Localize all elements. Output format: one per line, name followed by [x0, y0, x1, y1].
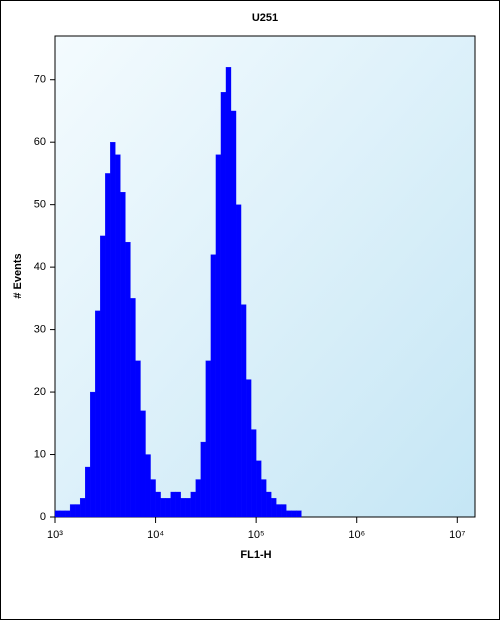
histogram-bar — [250, 429, 257, 518]
histogram-bar — [230, 110, 237, 518]
histogram-bar — [291, 510, 297, 518]
histogram-bar — [190, 491, 196, 518]
histogram-bar — [215, 154, 222, 518]
histogram-bar — [120, 192, 126, 518]
y-tick-label: 40 — [34, 261, 46, 273]
y-tick-label: 70 — [34, 74, 46, 86]
x-tick-label: 10⁷ — [449, 529, 465, 541]
y-tick-label: 20 — [34, 386, 46, 398]
histogram-bar — [155, 491, 161, 518]
histogram-bar — [74, 504, 81, 518]
histogram-bar — [286, 510, 292, 518]
histogram-bar — [175, 491, 181, 518]
histogram-bar — [261, 479, 267, 518]
histogram-bar — [180, 498, 186, 518]
histogram-bar — [165, 498, 171, 518]
x-tick-label: 10⁴ — [147, 529, 164, 541]
histogram-bar — [245, 379, 252, 518]
histogram-bar — [140, 410, 146, 518]
y-tick-label: 50 — [34, 199, 46, 211]
histogram-bar — [255, 460, 262, 518]
histogram-bar — [95, 310, 101, 518]
histogram-bar — [235, 204, 242, 518]
y-tick-label: 0 — [40, 511, 46, 523]
histogram-bar — [195, 479, 201, 518]
histogram-bar — [170, 491, 176, 518]
histogram-bar — [296, 510, 302, 518]
x-tick-label: 10⁶ — [348, 529, 365, 541]
histogram-bar — [125, 241, 131, 518]
histogram-bar — [205, 360, 212, 518]
histogram-bar — [145, 454, 151, 518]
histogram-bar — [281, 504, 287, 518]
histogram-bar — [240, 304, 247, 518]
histogram-bar — [271, 498, 277, 518]
histogram-bar — [150, 479, 156, 518]
histogram-bar — [59, 510, 66, 518]
histogram-bar — [220, 92, 227, 518]
histogram-bar — [276, 504, 282, 518]
x-axis-label: FL1-H — [240, 549, 271, 561]
x-tick-label: 10⁵ — [248, 529, 265, 541]
histogram-bar — [200, 441, 207, 518]
histogram-bar — [210, 254, 217, 518]
histogram-bar — [90, 391, 96, 518]
y-tick-label: 30 — [34, 324, 46, 336]
histogram-bar — [266, 491, 272, 518]
y-tick-label: 60 — [34, 136, 46, 148]
y-axis-label: # Events — [12, 253, 24, 298]
histogram-bar — [64, 510, 71, 518]
histogram-bar — [69, 504, 76, 518]
histogram-bar — [185, 498, 191, 518]
x-tick-label: 10³ — [47, 529, 63, 541]
histogram-bar — [225, 67, 232, 518]
histogram-bar — [105, 173, 111, 518]
histogram-bar — [100, 235, 106, 518]
chart-title: U251 — [252, 12, 278, 24]
histogram-bar — [115, 154, 121, 518]
y-tick-label: 10 — [34, 448, 46, 460]
histogram-bar — [160, 498, 166, 518]
histogram-bar — [110, 142, 116, 518]
histogram-bar — [85, 466, 91, 518]
histogram-bar — [130, 298, 136, 518]
histogram-bar — [79, 498, 86, 518]
histogram-bar — [54, 510, 61, 518]
histogram-bar — [135, 360, 141, 518]
